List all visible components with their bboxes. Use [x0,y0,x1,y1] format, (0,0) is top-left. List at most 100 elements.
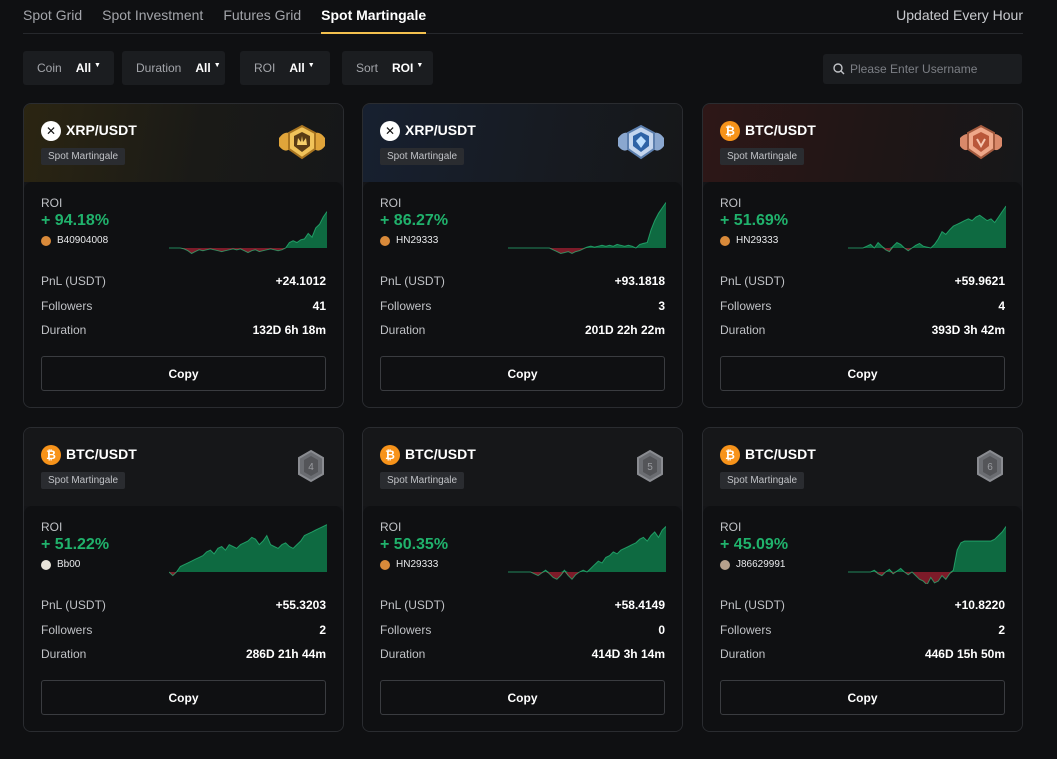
strategy-tag: Spot Martingale [41,148,126,165]
duration-value: 132D 6h 18m [252,323,326,337]
roi-label: ROI [41,520,63,534]
bot-card[interactable]: ₿ BTC/USDT Spot Martingale 4 ROI + 51.22… [23,427,344,732]
avatar [41,235,51,246]
followers-row: Followers 4 [720,299,1005,313]
caret-down-icon: ▼ [94,61,101,69]
followers-label: Followers [380,623,432,637]
trader-username: B40904008 [57,235,109,246]
rank-badge-icon: 6 [956,448,1006,486]
xrp-coin-icon: ✕ [41,121,61,141]
roi-sparkline-chart [168,520,328,584]
pnl-value: +10.8220 [954,598,1005,612]
sort-filter[interactable]: Sort ROI ▼ [342,51,433,85]
roi-value: + 45.09% [720,536,789,553]
filter-value: ROI [392,61,414,75]
followers-value: 3 [658,299,665,313]
tab-label: Spot Martingale [321,7,427,23]
duration-label: Duration [380,323,426,337]
coin-filter[interactable]: Coin All ▼ [23,51,114,85]
duration-label: Duration [380,647,426,661]
followers-row: Followers 2 [720,623,1005,637]
update-frequency-note: Updated Every Hour [896,7,1023,23]
rank-badge-icon: 5 [616,448,666,486]
rank-number: 4 [308,462,314,473]
roi-label: ROI [720,520,742,534]
btc-coin-icon: ₿ [380,445,400,465]
card-body [24,506,343,731]
followers-label: Followers [720,623,772,637]
tab-spot-investment[interactable]: Spot Investment [102,0,203,34]
btc-coin-icon: ₿ [720,121,740,141]
caret-down-icon: ▼ [307,61,315,69]
copy-button[interactable]: Copy [41,680,326,715]
rank-badge-icon [956,124,1006,162]
tab-spot-martingale[interactable]: Spot Martingale [321,0,427,34]
duration-row: Duration 446D 15h 50m [720,647,1005,661]
bot-card[interactable]: ✕ XRP/USDT Spot Martingale ROI + 94.18% … [23,103,344,408]
duration-row: Duration 132D 6h 18m [41,323,326,337]
rank-number: 6 [987,462,993,473]
pnl-label: PnL (USDT) [41,274,106,288]
pnl-value: +58.4149 [614,598,665,612]
trader-username: HN29333 [396,235,439,246]
card-header [363,428,682,506]
avatar [41,559,51,570]
trading-pair: BTC/USDT [405,446,476,462]
bot-card[interactable]: ✕ XRP/USDT Spot Martingale ROI + 86.27% … [362,103,683,408]
roi-label: ROI [380,520,402,534]
roi-sparkline-chart [848,520,1007,586]
filter-label: Duration [136,61,182,75]
filter-label: ROI [254,61,276,75]
trader-username: HN29333 [736,235,779,246]
roi-value: + 50.35% [380,536,449,553]
avatar [720,235,730,246]
avatar [380,235,390,246]
copy-button[interactable]: Copy [380,356,665,391]
username-search[interactable] [823,54,1022,84]
duration-filter[interactable]: Duration All ▼ [122,51,225,85]
trader-info[interactable]: HN29333 [380,559,438,570]
copy-button[interactable]: Copy [41,356,326,391]
duration-value: 393D 3h 42m [931,323,1005,337]
duration-value: 201D 22h 22m [584,323,665,337]
roi-filter[interactable]: ROI All ▼ [240,51,330,85]
trader-info[interactable]: Bb00 [41,559,80,570]
bot-card[interactable]: ₿ BTC/USDT Spot Martingale 6 ROI + 45.09… [702,427,1023,732]
caret-down-icon: ▼ [213,61,221,69]
card-header [24,428,343,506]
duration-value: 286D 21h 44m [245,647,326,661]
pnl-label: PnL (USDT) [380,598,445,612]
trader-info[interactable]: HN29333 [380,235,438,246]
copy-button[interactable]: Copy [720,356,1005,391]
copy-button[interactable]: Copy [720,680,1005,715]
followers-label: Followers [41,623,93,637]
rank-badge-icon [616,124,666,162]
trader-info[interactable]: J86629991 [720,559,786,570]
duration-label: Duration [41,323,87,337]
followers-label: Followers [720,299,772,313]
trader-username: Bb00 [57,559,81,570]
trading-pair: XRP/USDT [66,122,137,138]
search-icon [833,63,845,75]
followers-value: 0 [658,623,665,637]
search-input[interactable] [850,62,1010,76]
bot-card[interactable]: ₿ BTC/USDT Spot Martingale ROI + 51.69% … [702,103,1023,408]
tab-spot-grid[interactable]: Spot Grid [23,0,82,34]
pnl-label: PnL (USDT) [41,598,106,612]
roi-value: + 51.69% [720,212,789,229]
trader-info[interactable]: HN29333 [720,235,778,246]
duration-row: Duration 201D 22h 22m [380,323,665,337]
roi-sparkline-chart [169,196,328,260]
pnl-label: PnL (USDT) [720,274,785,288]
filter-value: All [195,61,211,75]
strategy-tag: Spot Martingale [41,472,126,489]
trading-pair: BTC/USDT [745,446,816,462]
strategy-tag: Spot Martingale [720,472,805,489]
duration-row: Duration 393D 3h 42m [720,323,1005,337]
bot-card[interactable]: ₿ BTC/USDT Spot Martingale 5 ROI + 50.35… [362,427,683,732]
followers-label: Followers [41,299,93,313]
copy-button[interactable]: Copy [380,680,665,715]
trader-info[interactable]: B40904008 [41,235,108,246]
pnl-row: PnL (USDT) +24.1012 [41,274,326,288]
tab-futures-grid[interactable]: Futures Grid [223,0,301,34]
